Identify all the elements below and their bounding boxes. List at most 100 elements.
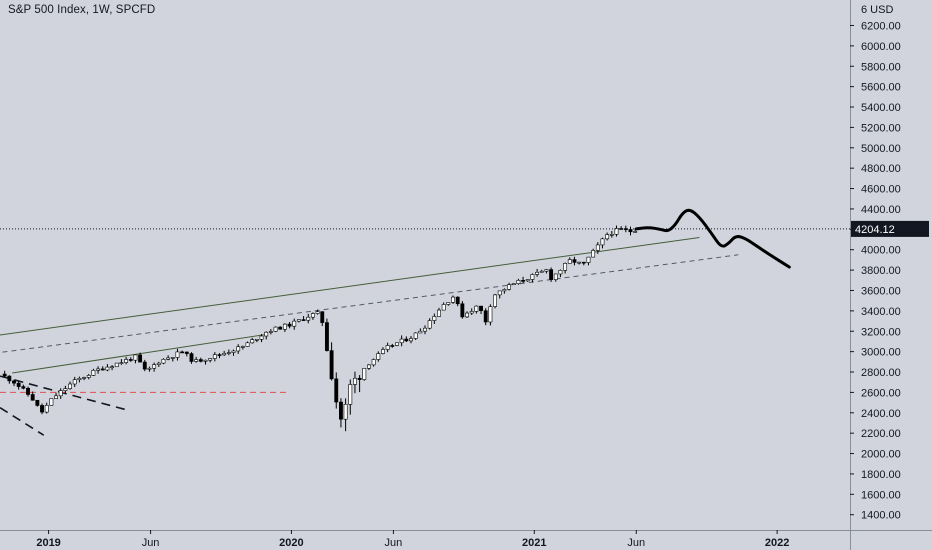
candle-up [493,294,497,307]
candle-up [133,354,138,361]
trendline-layer [0,236,739,436]
candle-up [385,345,390,350]
candle-up [86,375,91,378]
price-tick-label: 2000.00 [861,449,901,461]
candle-up [292,320,297,327]
candle-up [437,309,441,317]
candle-up [203,359,208,362]
candle-down [628,229,633,233]
price-tick-label: 6200.00 [861,20,901,32]
candle-up [465,312,469,318]
candle-up [413,332,418,339]
candle-up [208,358,213,361]
candle-up [222,352,227,356]
candle-down [189,353,194,362]
candle-up [306,316,311,321]
trendline [0,254,739,354]
candle-down [301,319,306,321]
candle-up [507,284,512,290]
candle-up [376,353,381,360]
candle-down [142,361,147,370]
trendline [0,236,700,336]
candle-down [30,394,35,401]
candle-up [147,367,152,370]
candle-up [105,366,110,371]
candle-up [49,398,54,406]
candle-down [338,401,343,420]
price-tick-label: 2200.00 [861,428,901,440]
price-tick-label: 2600.00 [861,387,901,399]
price-tick-label: 4800.00 [861,163,901,175]
candle-up [296,319,301,322]
price-axis[interactable]: 1400.00 1600.00 1800.00 2000.00 2200.00 2400.… [850,4,901,522]
time-tick-label: 2020 [279,537,303,549]
last-price-label: 4204.12 [851,220,929,237]
candle-up [418,330,423,334]
candle-down [26,387,30,395]
price-tick-label: 1600.00 [861,489,901,501]
candle-up [231,350,236,353]
price-tick-label: 5600.00 [861,82,901,94]
candle-up [240,346,245,348]
candle-up [110,366,115,369]
candle-up [119,362,124,364]
candle-up [586,256,591,263]
candle-up [72,379,77,385]
candle-down [138,354,143,363]
time-tick-label: Jun [142,537,160,549]
candle-down [357,377,362,380]
candle-up [152,364,157,369]
candle-up [282,323,287,330]
candle-up [577,261,582,264]
candle-up [114,362,119,368]
candle-up [264,331,269,337]
price-axis-panel [850,0,932,550]
candle-up [432,316,437,321]
time-axis[interactable]: 2019 Jun 2020 Jun 2021 Jun 2022 [36,530,789,549]
candle-down [334,378,339,403]
price-tick-label: 1400.00 [861,510,901,522]
candle-up [63,388,68,391]
candle-up [441,304,446,311]
price-tick-label: 3800.00 [861,265,901,277]
candle-up [563,263,568,271]
candle-down [404,338,409,342]
candle-down [324,322,329,351]
candle-up [446,302,451,305]
candle-up [469,311,474,314]
candle-down [329,350,334,380]
candle-down [287,323,292,327]
candle-up [156,362,161,365]
candle-up [268,331,273,333]
candle-down [180,351,185,354]
candle-up [91,369,96,376]
time-tick-label: 2019 [36,537,60,549]
candle-up [362,367,367,380]
price-tick-label: 4400.00 [861,204,901,216]
price-tick-label: 3400.00 [861,306,901,318]
candle-up [525,279,530,282]
candle-up [315,311,320,314]
candle-up [381,349,385,354]
candle-up [600,238,605,246]
time-tick-label: 2021 [522,537,546,549]
candle-down [460,303,465,318]
candle-up [614,228,619,235]
candle-down [483,310,488,323]
candle-up [194,359,199,362]
candle-down [479,305,483,312]
price-tick-label: 5000.00 [861,143,901,155]
candle-up [259,335,264,340]
candle-up [170,357,175,359]
time-tick-label: Jun [627,537,645,549]
candle-up [310,313,315,318]
candle-up [68,383,72,389]
time-tick-label: 2022 [765,537,789,549]
candle-up [166,357,171,360]
price-tick-label: 2800.00 [861,367,901,379]
candle-up [175,351,180,358]
price-tick-label: 3000.00 [861,347,901,359]
candle-down [572,259,577,263]
